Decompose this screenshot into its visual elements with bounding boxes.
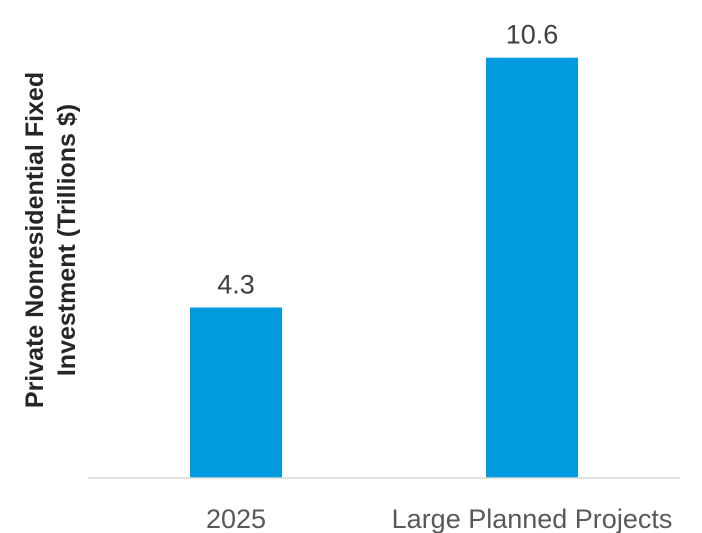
data-label-1: 4.3 bbox=[217, 269, 255, 299]
x-tick-label-1: 2025 bbox=[206, 504, 266, 533]
bar-1 bbox=[190, 307, 282, 478]
x-tick-label-2: Large Planned Projects bbox=[392, 504, 673, 533]
y-axis-title: Private Nonresidential Fixed Investment … bbox=[21, 72, 81, 408]
data-label-2: 10.6 bbox=[506, 20, 559, 50]
plot-area: 4.3 2025 10.6 Large Planned Projects bbox=[88, 20, 680, 533]
bar-2 bbox=[486, 57, 578, 479]
y-axis-title-line-1: Private Nonresidential Fixed bbox=[21, 72, 49, 408]
y-axis-title-line-2: Investment (Trillions $) bbox=[53, 104, 81, 376]
